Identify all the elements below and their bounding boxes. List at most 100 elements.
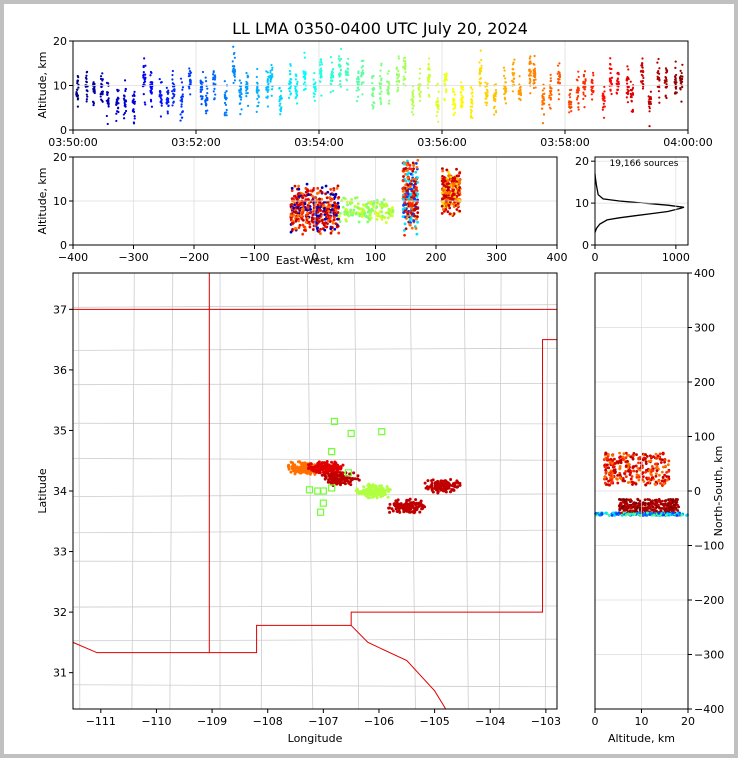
altitude-northsouth-point [627,462,631,466]
altitude-northsouth-point [618,456,621,459]
time-altitude-point [387,92,390,95]
plan-view-point [449,478,453,482]
plan-view-point [327,468,331,472]
eastwest-altitude-point [409,167,413,171]
plan-view-point [331,478,335,482]
time-altitude-point [512,61,515,64]
time-altitude-point [124,89,127,93]
altitude-northsouth-point [612,468,616,472]
time-altitude-point [331,71,334,74]
time-altitude-point [602,105,605,108]
time-altitude-point [132,121,135,124]
time-altitude-point [302,82,305,86]
time-altitude-point [266,95,269,98]
time-altitude-point [452,107,455,110]
time-altitude-point [648,105,651,108]
altitude-northsouth-point [660,470,664,474]
plan-view-point [438,483,442,487]
altitude-northsouth-point [660,479,664,483]
time-altitude-point [528,69,531,73]
time-altitude-point [231,70,234,73]
altitude-northsouth-point [655,469,659,473]
time-altitude-point [266,80,269,83]
time-altitude-point [532,82,535,85]
time-altitude-point [150,71,153,75]
time-altitude-point [107,105,110,108]
eastwest-altitude-point [441,208,445,211]
time-altitude-point [225,114,228,117]
eastwest-altitude-point [295,217,299,221]
time-altitude-point [303,76,307,79]
altitude-northsouth-point [643,498,647,502]
eastwest-altitude-point [455,182,459,186]
time-altitude-point [529,55,532,58]
time-altitude-point [470,101,473,104]
eastwest-altitude-point [329,227,333,231]
time-altitude-point [100,98,103,101]
altitude-northsouth-point [644,460,648,464]
state-boundary [350,625,447,710]
time-altitude-point [123,79,127,82]
time-altitude-point [582,80,585,83]
plan-view-point [381,487,385,491]
time-altitude-point [402,75,405,78]
county-line [78,272,81,710]
plan-view-point [345,478,349,482]
time-altitude-point [460,81,463,84]
station-marker [316,508,325,516]
eastwest-altitude-point [324,192,328,196]
data-layer [72,45,689,710]
eastwest-altitude-point [344,219,348,223]
time-altitude-point [558,62,561,65]
time-altitude-point [223,101,227,105]
time-altitude-point [269,79,272,82]
time-altitude-point [411,94,414,97]
altitude-northsouth-point [665,475,669,478]
time-altitude-point [330,83,333,86]
eastwest-altitude-point [314,221,318,225]
time-altitude-point [470,109,473,113]
altitude-northsouth-point [638,456,642,459]
altitude-northsouth-point [605,463,609,467]
time-altitude-point [240,81,243,85]
time-altitude-point [313,71,316,75]
eastwest-altitude-point [445,168,449,172]
eastwest-altitude-point [413,197,417,201]
time-altitude-point [133,115,136,118]
eastwest-altitude-point [296,203,299,207]
time-altitude-point [575,78,578,81]
time-altitude-point [143,101,146,104]
time-altitude-point [443,79,446,82]
time-altitude-point [664,75,667,79]
time-altitude-point [492,94,495,97]
plan-view-point [371,495,375,499]
time-altitude-point [124,109,128,113]
altitude-northsouth-point [663,499,667,503]
time-altitude-point [355,100,359,103]
time-altitude-point [122,97,126,100]
eastwest-altitude-point [414,227,418,230]
time-altitude-point [512,80,515,83]
time-altitude-point [205,112,208,115]
time-altitude-point [131,94,134,97]
eastwest-altitude-point [291,219,295,223]
time-altitude-point [541,107,544,110]
altitude-northsouth-point [638,506,642,510]
altitude-northsouth-point [624,505,628,509]
altitude-northsouth-point [662,505,666,508]
time-altitude-point [469,116,472,119]
time-altitude-point [372,74,375,78]
altitude-northsouth-point [594,511,598,515]
eastwest-altitude-point [333,211,337,215]
time-altitude-point [542,96,545,99]
time-altitude-point [289,73,292,76]
time-altitude-point [278,95,282,99]
time-altitude-point [86,90,89,93]
time-altitude-point [180,103,183,106]
plan-view-point [286,465,290,469]
plan-view-point [331,465,335,469]
time-altitude-point [200,95,203,98]
time-altitude-point [478,61,481,64]
time-altitude-point [517,90,521,93]
time-altitude-point [181,93,184,96]
